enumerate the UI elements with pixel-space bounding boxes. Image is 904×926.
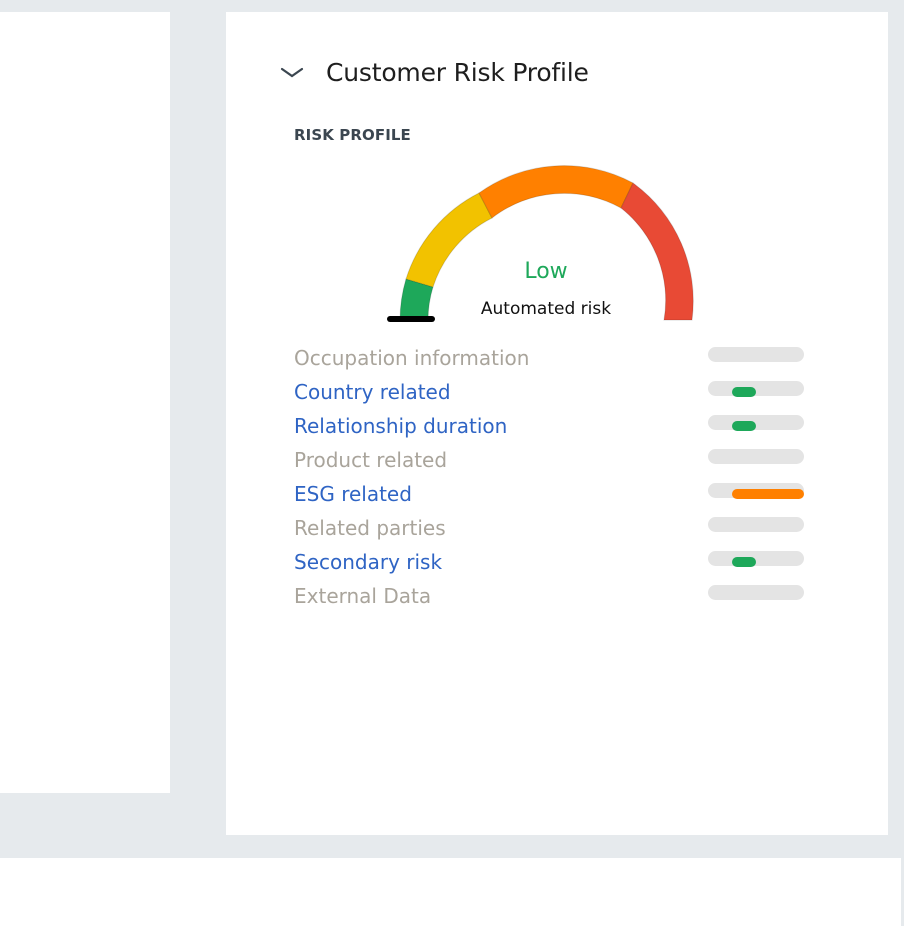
risk-factor-label: Product related xyxy=(294,448,448,472)
risk-factor-row[interactable]: ESG related xyxy=(294,478,814,512)
risk-profile-label: RISK PROFILE xyxy=(294,126,411,144)
risk-factor-bar xyxy=(708,551,804,566)
risk-factor-bar xyxy=(708,449,804,464)
risk-factor-label[interactable]: Country related xyxy=(294,380,451,404)
customer-risk-profile-card: Customer Risk Profile RISK PROFILE Low A… xyxy=(226,12,888,835)
risk-level-caption: Automated risk xyxy=(480,299,612,319)
risk-factor-label[interactable]: ESG related xyxy=(294,482,412,506)
risk-factor-row: Occupation information xyxy=(294,342,814,376)
risk-factor-bar xyxy=(708,585,804,600)
risk-factor-label: External Data xyxy=(294,584,432,608)
risk-factor-label: Occupation information xyxy=(294,346,530,370)
risk-factor-row: External Data xyxy=(294,580,814,614)
risk-factor-label[interactable]: Secondary risk xyxy=(294,550,443,574)
risk-factor-bar xyxy=(708,415,804,430)
chevron-down-icon[interactable] xyxy=(280,65,304,81)
risk-factor-row: Product related xyxy=(294,444,814,478)
risk-factor-bar-fill xyxy=(732,421,756,431)
risk-factor-bar xyxy=(708,381,804,396)
card-header-toggle[interactable]: Customer Risk Profile xyxy=(280,58,589,87)
card-title: Customer Risk Profile xyxy=(326,58,589,87)
risk-factor-row[interactable]: Country related xyxy=(294,376,814,410)
gauge-segment-red xyxy=(620,182,694,321)
risk-factor-bar xyxy=(708,347,804,362)
risk-factor-bar-fill xyxy=(732,387,756,397)
risk-factor-label[interactable]: Relationship duration xyxy=(294,414,508,438)
risk-factor-bar-fill xyxy=(732,489,804,499)
risk-factor-list: Occupation information Country related Rel… xyxy=(294,342,814,614)
risk-factor-row[interactable]: Secondary risk xyxy=(294,546,814,580)
risk-factor-bar-fill xyxy=(732,557,756,567)
risk-factor-row: Related parties xyxy=(294,512,814,546)
gauge-segment-orange xyxy=(478,165,634,219)
risk-factor-bar xyxy=(708,517,804,532)
risk-level-text: Low xyxy=(524,259,568,284)
risk-factor-row[interactable]: Relationship duration xyxy=(294,410,814,444)
risk-factor-label: Related parties xyxy=(294,516,446,540)
risk-gauge xyxy=(376,152,726,342)
left-panel xyxy=(0,12,170,793)
bottom-panel xyxy=(0,858,901,926)
